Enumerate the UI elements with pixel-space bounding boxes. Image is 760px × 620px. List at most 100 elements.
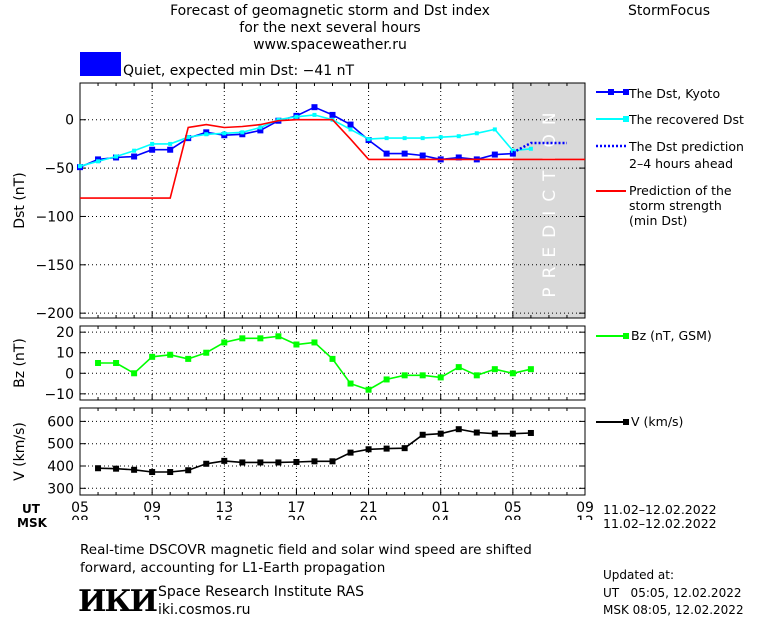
y-tick-label: 300 (47, 481, 74, 497)
data-point (239, 459, 246, 466)
y-tick-label: −50 (44, 161, 74, 177)
data-point (420, 136, 425, 141)
panel-frame (79, 407, 586, 496)
data-point (132, 148, 137, 153)
data-point (185, 355, 192, 362)
data-point (509, 150, 516, 157)
series-line (512, 141, 567, 154)
data-point (402, 136, 407, 141)
y-axis-label: Bz (nT) (12, 338, 28, 388)
data-point (257, 335, 264, 342)
brand-label: StormFocus (628, 3, 711, 19)
data-point (293, 458, 300, 465)
legend-swatches (596, 89, 629, 425)
y-tick-label: 500 (47, 437, 74, 453)
ut-tick-label: 09 (143, 500, 161, 516)
updated-msk: MSK 08:05, 12.02.2022 (603, 603, 744, 617)
data-point (401, 372, 408, 379)
y-tick-label: 400 (47, 459, 74, 475)
institute-name: Space Research Institute RAS (158, 584, 364, 600)
iki-logo: ИКИ (78, 584, 158, 619)
data-point (329, 458, 336, 465)
data-point (527, 429, 534, 436)
data-point (204, 132, 209, 137)
data-point (401, 445, 408, 452)
data-point (312, 112, 317, 117)
data-point (221, 457, 228, 464)
panel-frame (79, 325, 586, 401)
data-point (113, 360, 120, 366)
prediction-label: PREDICTION (540, 103, 560, 297)
y-tick-label: −100 (36, 209, 74, 225)
data-point (473, 429, 480, 436)
data-point (276, 117, 281, 122)
series-line (97, 428, 531, 473)
legend-v: V (km/s) (631, 414, 684, 429)
ut-tick-label: 05 (504, 500, 522, 516)
data-point (438, 135, 443, 140)
data-point (131, 370, 138, 377)
data-point (383, 150, 390, 157)
data-point (401, 150, 408, 157)
data-point (78, 164, 82, 169)
data-point (311, 458, 318, 465)
data-point (474, 131, 479, 136)
data-point (168, 141, 173, 146)
data-point (257, 459, 264, 466)
data-point (149, 146, 156, 153)
data-point (293, 341, 300, 348)
y-tick-label: −10 (44, 387, 74, 403)
legend-dst-kyoto: The Dst, Kyoto (629, 86, 721, 101)
msk-axis-label: MSK (17, 516, 47, 530)
data-point (113, 465, 120, 472)
legend-storm-line1: Prediction of the (629, 183, 732, 198)
data-point (473, 372, 480, 379)
ut-tick-label: 17 (288, 500, 306, 516)
data-point (492, 127, 497, 132)
ut-tick-label: 13 (215, 500, 233, 516)
date-range-ut: 11.02–12.02.2022 (603, 502, 717, 517)
y-tick-label: 0 (65, 366, 74, 382)
data-point (419, 372, 426, 379)
data-point (203, 460, 210, 467)
data-point (185, 467, 192, 474)
data-point (258, 125, 263, 130)
data-point (294, 114, 299, 119)
prediction-region (512, 83, 585, 318)
data-point (329, 111, 336, 118)
y-tick-label: 20 (56, 325, 74, 341)
updated-label: Updated at: (603, 568, 674, 582)
msk-tick-label: 00 (360, 514, 378, 520)
data-point (455, 154, 462, 161)
data-point (348, 127, 353, 132)
y-tick-label: −150 (36, 258, 74, 274)
status-label: Quiet, expected min Dst: −41 nT (123, 63, 355, 79)
data-point (437, 430, 444, 437)
data-point (491, 366, 498, 373)
data-point (114, 154, 119, 159)
date-range-msk: 11.02–12.02.2022 (603, 516, 717, 531)
data-point (347, 380, 354, 387)
legend-dst-prediction-line1: The Dst prediction (629, 139, 744, 154)
y-axis-label: Dst (nT) (12, 172, 28, 228)
data-point (509, 370, 516, 377)
data-point (383, 376, 390, 383)
footer-note: Real-time DSCOVR magnetic field and sola… (80, 541, 532, 577)
data-point (347, 121, 354, 128)
legend-dst-recovered: The recovered Dst (629, 112, 744, 127)
msk-tick-label: 08 (71, 514, 89, 520)
data-point (437, 374, 444, 381)
y-tick-label: 0 (65, 113, 74, 129)
data-point (203, 349, 210, 356)
chart-header: Forecast of geomagnetic storm and Dst in… (120, 3, 540, 54)
data-point (419, 152, 426, 159)
data-point (167, 146, 174, 153)
chart-title-line1: Forecast of geomagnetic storm and Dst in… (170, 3, 490, 19)
legend-bz: Bz (nT, GSM) (631, 328, 712, 343)
legend-dst-prediction-line2: 2–4 hours ahead (629, 156, 734, 171)
data-point (509, 430, 516, 437)
data-point (149, 353, 156, 360)
panel-frame (79, 82, 586, 319)
y-tick-label: −200 (36, 306, 74, 322)
data-point (221, 339, 228, 346)
